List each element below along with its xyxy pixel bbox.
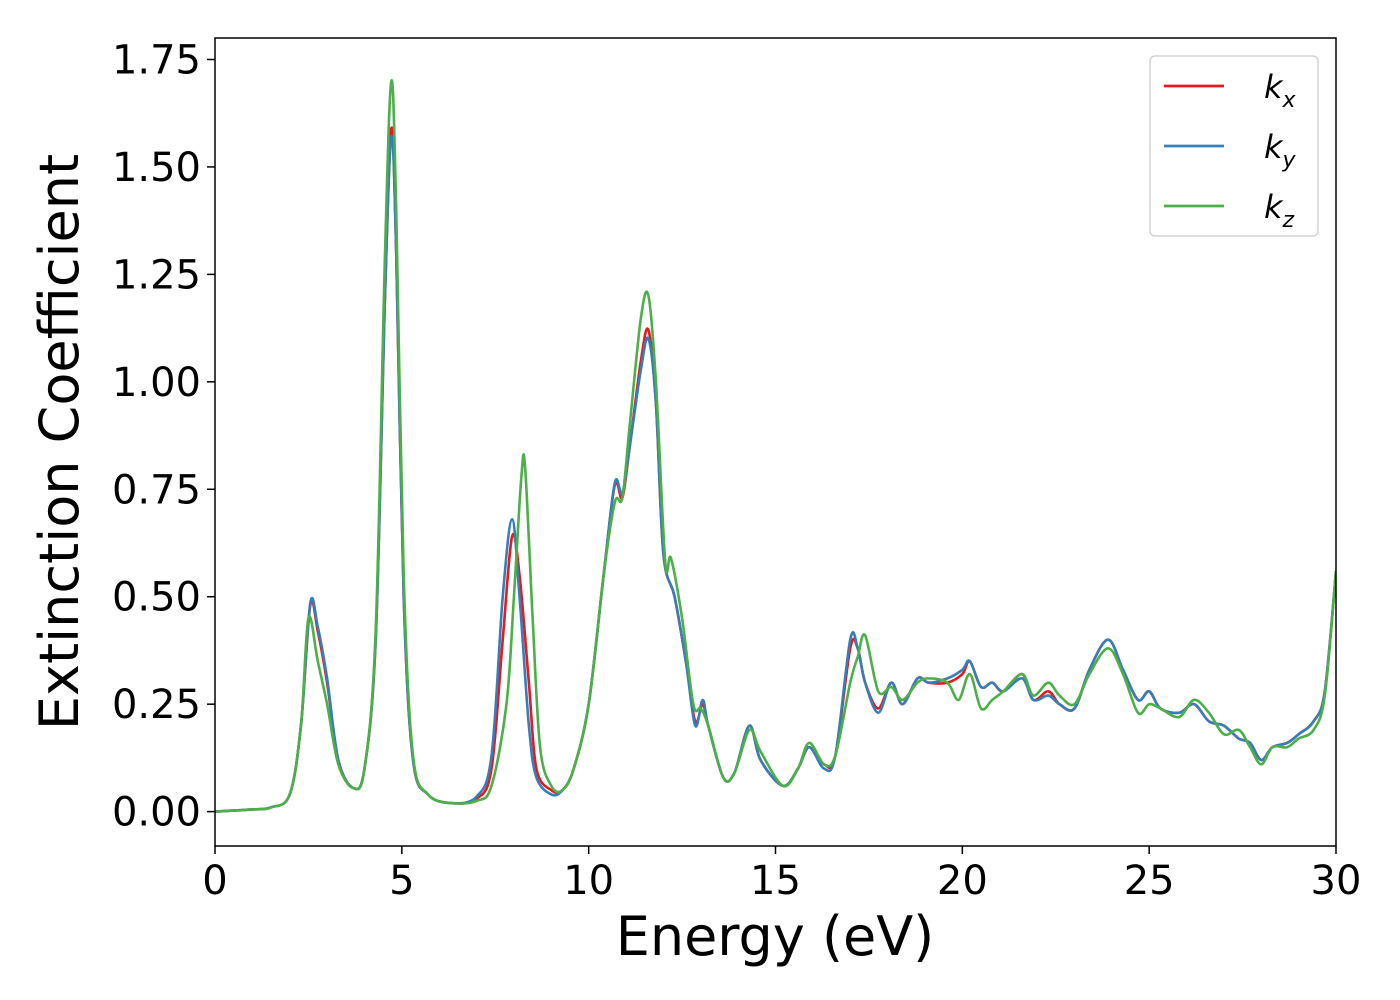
legend-entry-kx: kx xyxy=(1264,68,1297,113)
x-tick-label: 15 xyxy=(750,858,801,904)
x-axis: 0 5 10 15 20 25 30 xyxy=(202,846,1361,904)
x-axis-label: Energy (eV) xyxy=(616,905,935,968)
legend-box xyxy=(1149,55,1319,237)
y-tick-label: 1.25 xyxy=(112,252,201,298)
y-axis-label: Extinction Coefficient xyxy=(28,154,91,730)
x-tick-label: 0 xyxy=(202,858,227,904)
legend-entry-ky: ky xyxy=(1264,128,1297,173)
series-line-kz xyxy=(215,79,1336,813)
x-tick-label: 20 xyxy=(937,858,988,904)
y-tick-label: 0.25 xyxy=(112,682,201,728)
y-tick-label: 1.00 xyxy=(112,360,201,406)
x-tick-label: 25 xyxy=(1124,858,1175,904)
y-tick-label: 0.75 xyxy=(112,467,201,513)
y-tick-label: 0.50 xyxy=(112,575,201,621)
x-tick-label: 5 xyxy=(389,858,414,904)
y-tick-label: 0.00 xyxy=(112,790,201,836)
y-tick-label: 1.75 xyxy=(112,37,201,83)
legend-entry-kz: kz xyxy=(1264,188,1295,233)
series-line-ky xyxy=(215,134,1336,813)
x-tick-label: 10 xyxy=(563,858,614,904)
legend: kx ky kz xyxy=(1149,55,1319,237)
plot-area xyxy=(215,79,1336,813)
y-tick-label: 1.50 xyxy=(112,145,201,191)
x-tick-label: 30 xyxy=(1311,858,1362,904)
y-axis: 0.00 0.25 0.50 0.75 1.00 1.25 1.50 1.75 xyxy=(112,37,215,836)
